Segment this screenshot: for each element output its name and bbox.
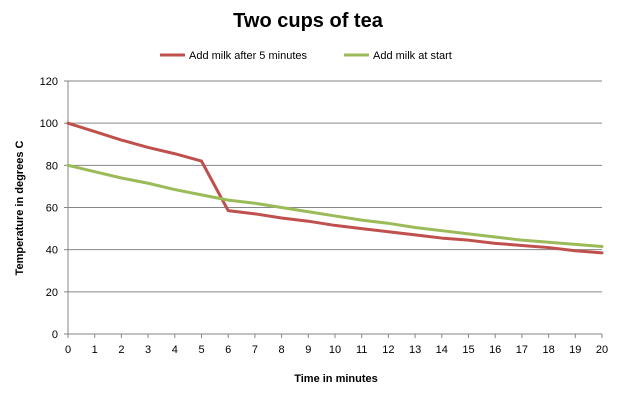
series-line-add-milk-at-start (66, 163, 604, 249)
x-tick-label: 6 (225, 344, 231, 356)
x-tick-label: 15 (462, 344, 474, 356)
x-axis-title: Time in minutes (294, 373, 378, 385)
x-tick-label: 1 (92, 344, 98, 356)
series-lines (66, 121, 604, 255)
x-tick-label: 16 (489, 344, 501, 356)
x-tick-label: 12 (382, 344, 394, 356)
y-axis-title: Temperature in degrees C (14, 141, 26, 276)
y-tick-label: 100 (40, 118, 58, 130)
x-axis-ticks: 0 1 2 3 4 5 6 7 8 9 10 11 12 13 14 15 16 17 18 19 20 (65, 334, 608, 356)
x-tick-label: 3 (145, 344, 151, 356)
chart-title: Two cups of tea (233, 10, 384, 32)
legend: Add milk after 5 minutes Add milk at sta… (160, 50, 452, 62)
x-tick-label: 19 (569, 344, 581, 356)
legend-label-add-milk-at-start: Add milk at start (373, 50, 452, 62)
y-axis-ticks: 0 20 40 60 80 100 120 (40, 76, 68, 341)
x-tick-label: 9 (305, 344, 311, 356)
series-line-add-milk-after-5-minutes (66, 121, 604, 255)
x-tick-label: 4 (172, 344, 178, 356)
x-tick-label: 11 (356, 344, 367, 356)
x-tick-label: 5 (198, 344, 204, 356)
x-tick-label: 13 (409, 344, 421, 356)
gridlines (68, 80, 602, 293)
x-tick-label: 0 (65, 344, 71, 356)
x-tick-label: 2 (118, 344, 124, 356)
y-tick-label: 40 (46, 245, 58, 257)
x-tick-label: 18 (542, 344, 554, 356)
legend-label-add-milk-after-5-minutes: Add milk after 5 minutes (189, 50, 307, 62)
y-tick-label: 80 (46, 160, 58, 172)
y-tick-label: 60 (46, 203, 58, 215)
x-tick-label: 8 (279, 344, 285, 356)
x-tick-label: 14 (436, 344, 448, 356)
x-tick-label: 17 (516, 344, 528, 356)
y-tick-label: 20 (46, 287, 58, 299)
x-tick-label: 20 (596, 344, 608, 356)
x-tick-label: 7 (252, 344, 258, 356)
y-tick-label: 120 (40, 76, 58, 88)
x-tick-label: 10 (329, 344, 341, 356)
y-tick-label: 0 (52, 329, 58, 341)
